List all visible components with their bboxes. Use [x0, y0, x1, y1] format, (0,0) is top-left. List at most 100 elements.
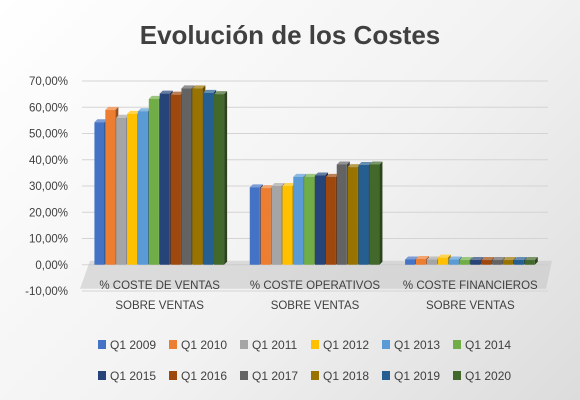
legend-item: Q1 2009 [98, 338, 156, 352]
bar-top [203, 89, 217, 93]
x-category-label: SOBRE VENTAS [271, 300, 360, 312]
legend-item: Q1 2011 [240, 338, 297, 352]
bar-top [137, 108, 151, 112]
bar-front [282, 186, 293, 265]
bar-front [105, 109, 116, 265]
bar-front [369, 164, 380, 265]
bar-front [214, 94, 225, 265]
bar-side [379, 161, 383, 265]
legend-label: Q1 2020 [465, 369, 511, 383]
bar [524, 257, 538, 265]
bar-front [459, 260, 470, 265]
legend-swatch [311, 371, 319, 380]
bar-front [437, 257, 448, 265]
y-tick-label: 40,00% [29, 155, 68, 167]
bar-top [293, 173, 307, 177]
legend-item: Q1 2013 [382, 338, 440, 352]
bar-front [481, 260, 492, 265]
legend-swatch [311, 340, 319, 349]
legend-label: Q1 2012 [323, 338, 369, 352]
bar-front [94, 122, 105, 265]
bar-top [325, 173, 339, 177]
legend-swatch [240, 371, 248, 380]
bar-front [336, 164, 347, 265]
bar-top [369, 161, 383, 165]
y-axis: 70,00% 60,00% 50,00% 40,00% 30,00% 20,00% 10,0… [25, 76, 68, 298]
y-tick-label: 60,00% [29, 102, 68, 114]
bar-front [304, 176, 315, 265]
bar-top [347, 164, 361, 168]
x-category-label: % COSTE FINANCIEROS [403, 280, 538, 292]
y-tick-label: 0,00% [35, 260, 68, 272]
bar-front [492, 260, 503, 265]
bar-top [159, 90, 173, 94]
bar-front [405, 259, 416, 265]
bar-front [203, 92, 214, 265]
bar-front [170, 94, 181, 265]
legend-swatch [98, 371, 106, 380]
bar-top [94, 119, 108, 123]
legend-label: Q1 2010 [181, 338, 227, 352]
bar-front [293, 176, 304, 265]
y-tick-label: 20,00% [29, 207, 68, 219]
bar-top [502, 257, 517, 261]
bar-top [448, 256, 462, 260]
bar-top [116, 114, 130, 118]
bar-side [224, 91, 228, 265]
bar-top [127, 110, 141, 114]
bar-front [192, 88, 203, 265]
bar-front [325, 176, 336, 265]
legend-label: Q1 2018 [323, 369, 369, 383]
legend-item: Q1 2016 [169, 369, 227, 383]
legend-item: Q1 2019 [382, 369, 440, 383]
legend-label: Q1 2015 [110, 369, 156, 383]
bar-front [315, 175, 326, 265]
bar-top [260, 185, 274, 189]
legend-item: Q1 2018 [311, 369, 369, 383]
bar-top [481, 257, 495, 261]
chart-floor [80, 260, 552, 289]
y-tick-label: 70,00% [29, 76, 68, 88]
bar-top [304, 173, 318, 177]
y-tick-label: -10,00% [25, 286, 68, 298]
bar-front [347, 167, 358, 265]
legend-item: Q1 2010 [169, 338, 227, 352]
bars [94, 85, 538, 265]
bar-top [492, 257, 506, 261]
bar-front [116, 117, 127, 265]
legend-item: Q1 2014 [453, 338, 511, 352]
legend-swatch [169, 340, 177, 349]
bar-top [282, 183, 296, 186]
bar-front [358, 165, 369, 265]
bar-top [214, 91, 228, 95]
legend-label: Q1 2017 [252, 369, 298, 383]
bar [214, 91, 228, 265]
legend-item: Q1 2012 [311, 338, 369, 352]
bar-front [148, 98, 159, 265]
x-category-label: % COSTE OPERATIVOS [250, 280, 380, 292]
bar-front [415, 258, 427, 265]
legend-item: Q1 2017 [240, 369, 298, 383]
bar-front [181, 88, 192, 265]
bar-top [170, 91, 184, 95]
chart-title: Evolución de los Costes [140, 20, 441, 50]
legend: Q1 2009 Q1 2010 Q1 2011 Q1 2012 Q1 2013 Q1 20… [98, 338, 511, 383]
bar-front [448, 259, 459, 265]
legend-swatch [240, 340, 248, 349]
floor-band [80, 260, 552, 289]
bar-front [502, 260, 514, 265]
bar-front [137, 111, 148, 265]
bar-front [524, 260, 535, 265]
legend-item: Q1 2015 [98, 369, 156, 383]
bar-front [271, 186, 282, 265]
bar-top [459, 257, 473, 261]
x-category-label: SOBRE VENTAS [115, 300, 204, 312]
bar [369, 161, 383, 265]
legend-label: Q1 2014 [465, 338, 511, 352]
legend-swatch [169, 371, 177, 380]
bar-front [159, 93, 170, 265]
bar-front [249, 187, 260, 265]
bar-top [105, 106, 119, 110]
bar-top [524, 257, 538, 261]
